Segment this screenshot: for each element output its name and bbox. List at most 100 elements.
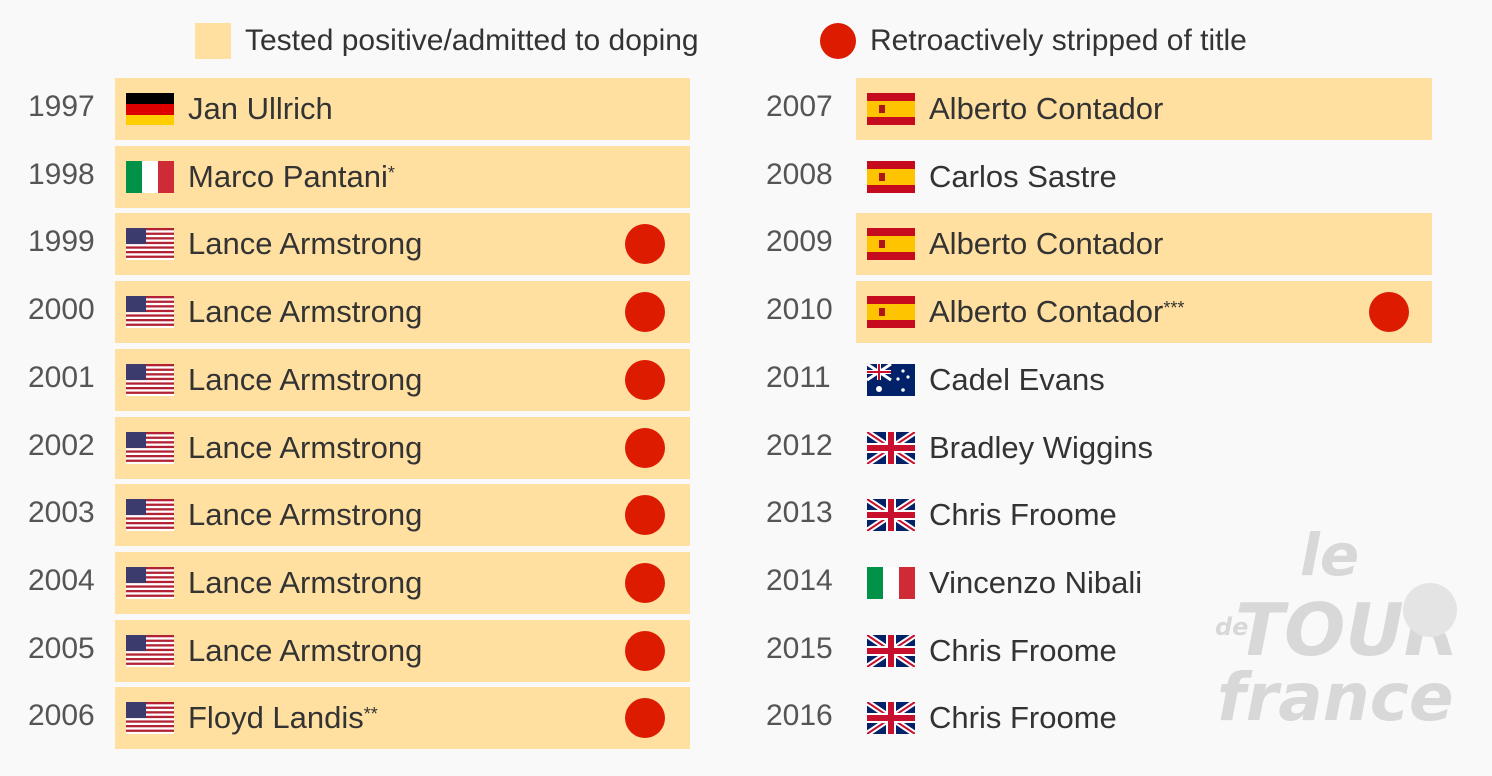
stripped-title-marker [625, 495, 665, 536]
row-year: 1998 [28, 157, 95, 191]
winner-name-text: Cadel Evans [929, 361, 1105, 397]
usa-flag-icon [126, 566, 174, 599]
uk-flag-icon [865, 632, 917, 670]
winner-name: Floyd Landis** [188, 698, 378, 738]
row-year: 2015 [766, 631, 833, 665]
winner-name: Lance Armstrong [188, 631, 422, 671]
spain-flag-icon [867, 93, 915, 125]
winner-row: 2014 Vincenzo Nibali [0, 552, 1492, 614]
winner-name-text: Lance Armstrong [188, 632, 423, 668]
row-year: 2005 [28, 631, 95, 665]
winner-name-text: Lance Armstrong [188, 429, 423, 465]
logo-text-france: france [1217, 659, 1454, 736]
winner-row: 2011 Cadel Evans [0, 349, 1492, 411]
stripped-title-marker [625, 630, 665, 671]
italy-flag-icon [126, 160, 174, 193]
row-year: 2014 [766, 563, 833, 597]
doping-highlight-bar [115, 213, 690, 276]
doping-highlight-bar [115, 145, 690, 208]
winner-row: 2000 Lance Armstrong [0, 281, 1492, 344]
winner-row: 2003 Lance Armstrong [0, 484, 1492, 547]
winner-name: Carlos Sastre [929, 157, 1117, 197]
doping-highlight-bar [115, 687, 690, 750]
legend-item-stripped: Retroactively stripped of title [820, 20, 1247, 62]
winner-name: Jan Ullrich [188, 89, 333, 129]
legend: Tested positive/admitted to doping Retro… [0, 20, 1492, 62]
legend-label-doping: Tested positive/admitted to doping [245, 24, 699, 57]
winner-name-text: Lance Armstrong [188, 294, 423, 330]
doping-highlight-bar [115, 348, 690, 411]
row-year: 2004 [28, 563, 95, 597]
row-year: 2000 [28, 293, 95, 327]
winner-name-text: Bradley Wiggins [929, 429, 1153, 465]
winner-name: Marco Pantani* [188, 157, 395, 197]
winner-row: 1997 Jan Ullrich [0, 78, 1492, 140]
winner-row: 2015 Chris Froome [0, 620, 1492, 682]
doping-highlight-bar [115, 281, 690, 344]
legend-label-stripped: Retroactively stripped of title [870, 24, 1247, 57]
winner-name-text: Carlos Sastre [929, 158, 1117, 194]
row-year: 2010 [766, 293, 833, 327]
winner-name: Chris Froome [929, 495, 1117, 535]
winner-name: Chris Froome [929, 631, 1117, 671]
usa-flag-icon [126, 431, 174, 464]
row-year: 1997 [28, 90, 95, 123]
germany-flag-icon [126, 93, 174, 125]
logo-circle [1403, 583, 1457, 637]
stripped-title-marker [625, 292, 665, 333]
row-year: 2011 [766, 360, 831, 394]
usa-flag-icon [126, 228, 174, 261]
usa-flag-icon [126, 363, 174, 396]
winner-name: Lance Armstrong [188, 224, 422, 264]
winner-name: Vincenzo Nibali [929, 563, 1142, 603]
winner-row: 2010 Alberto Contador*** [0, 281, 1492, 344]
footnote-marker: * [387, 162, 395, 183]
doping-highlight-bar [115, 484, 690, 547]
winner-row: 2016 Chris Froome [0, 687, 1492, 749]
winner-row: 2013 Chris Froome [0, 484, 1492, 546]
uk-flag-icon [865, 496, 917, 534]
winner-row: 2007 Alberto Contador [0, 78, 1492, 140]
winner-name-text: Chris Froome [929, 632, 1117, 668]
legend-dot-stripped [820, 23, 856, 59]
winner-name-text: Alberto Contador [929, 91, 1164, 126]
usa-flag-icon [126, 702, 174, 735]
winner-name: Lance Armstrong [188, 428, 422, 468]
winner-row: 2005 Lance Armstrong [0, 619, 1492, 682]
winner-name-text: Jan Ullrich [188, 91, 333, 126]
doping-highlight-bar [115, 619, 690, 682]
winner-name: Alberto Contador*** [929, 292, 1184, 332]
usa-flag-icon [126, 634, 174, 667]
logo-text-le: le [1300, 521, 1359, 589]
winner-name: Chris Froome [929, 698, 1117, 738]
winner-row: 2012 Bradley Wiggins [0, 417, 1492, 479]
doping-highlight-bar [115, 416, 690, 479]
winner-name: Lance Armstrong [188, 292, 422, 332]
winner-name-text: Alberto Contador [929, 294, 1164, 330]
stripped-title-marker [625, 359, 665, 400]
doping-highlight-bar [856, 281, 1432, 344]
spain-flag-icon [867, 228, 915, 261]
australia-flag-icon [866, 362, 915, 396]
logo-text-de: de [1215, 613, 1248, 641]
row-year: 2009 [766, 225, 833, 259]
winner-row: 2008 Carlos Sastre [0, 146, 1492, 208]
legend-swatch-doping [195, 23, 231, 59]
spain-flag-icon [867, 160, 915, 193]
spain-flag-icon [867, 296, 915, 329]
row-year: 2006 [28, 699, 95, 733]
winner-name-text: Vincenzo Nibali [929, 564, 1143, 600]
winner-row: 1999 Lance Armstrong [0, 213, 1492, 276]
row-year: 1999 [28, 225, 95, 259]
uk-flag-icon [865, 429, 917, 466]
stripped-title-marker [625, 224, 665, 265]
winner-name-text: Lance Armstrong [188, 564, 423, 600]
row-year: 2001 [28, 360, 95, 394]
stripped-title-marker [625, 562, 665, 603]
legend-item-doping: Tested positive/admitted to doping [195, 20, 699, 62]
winner-name-text: Chris Froome [929, 700, 1117, 736]
winner-name: Alberto Contador [929, 89, 1163, 129]
row-year: 2007 [766, 90, 833, 123]
winner-name-text: Lance Armstrong [188, 497, 423, 533]
footnote-marker: *** [1163, 298, 1185, 319]
